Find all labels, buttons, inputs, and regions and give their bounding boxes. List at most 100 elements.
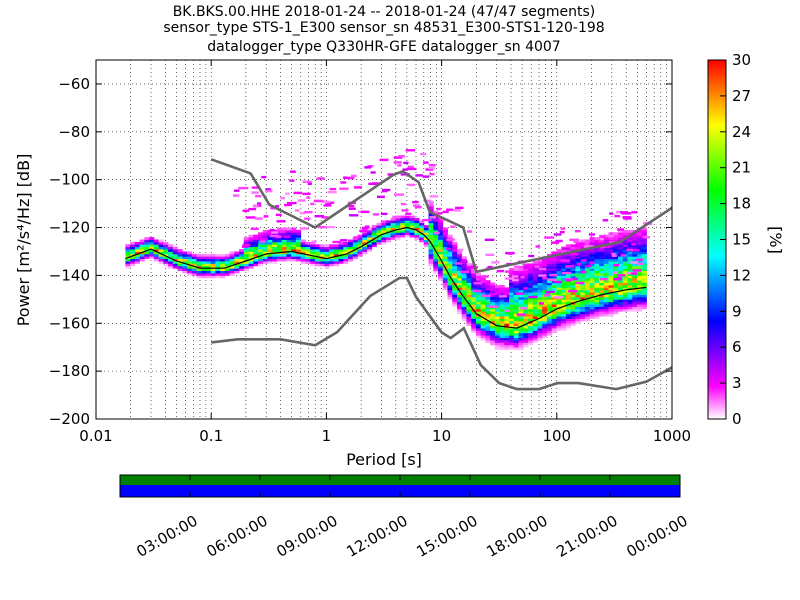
heatmap-cell — [291, 234, 297, 238]
heatmap-cell — [442, 246, 448, 250]
heatmap-cell — [485, 340, 491, 343]
heatmap-cell — [258, 256, 264, 260]
heatmap-cell — [305, 244, 311, 248]
heatmap-cell — [357, 249, 363, 252]
heatmap-cell — [395, 232, 401, 236]
heatmap-cell — [366, 229, 373, 233]
heatmap-cell — [584, 308, 591, 312]
heatmap-cell — [343, 258, 349, 262]
heatmap-cell — [523, 330, 529, 334]
heatmap-cell — [513, 323, 519, 327]
heatmap-cell — [537, 313, 543, 317]
heatmap-cell — [608, 258, 614, 262]
heatmap-cell — [622, 292, 628, 295]
heatmap-cell — [636, 256, 643, 260]
heatmap-cell — [490, 340, 496, 343]
heatmap-cell — [144, 246, 150, 250]
heatmap-cell — [447, 244, 453, 248]
heatmap-cell — [205, 268, 212, 272]
heatmap-cell — [480, 311, 486, 315]
heatmap-cell — [555, 239, 563, 243]
heatmap-cell — [348, 244, 354, 248]
heatmap-cell — [570, 284, 576, 288]
heatmap-cell — [314, 253, 321, 257]
heatmap-cell — [504, 299, 510, 303]
heatmap-cell — [537, 287, 543, 291]
heatmap-cell — [485, 323, 491, 327]
heatmap-cell — [452, 246, 458, 250]
heatmap-cell — [537, 292, 543, 295]
heatmap-cell — [513, 335, 519, 339]
heatmap-cell — [168, 249, 174, 252]
heatmap-cell — [589, 304, 595, 307]
heatmap-cell — [542, 325, 548, 329]
heatmap-cell — [234, 265, 240, 269]
heatmap-cell — [618, 241, 624, 245]
heatmap-cell — [551, 275, 557, 279]
heatmap-cell — [352, 249, 358, 252]
heatmap-cell — [295, 239, 302, 243]
heatmap-cell — [632, 269, 642, 272]
heatmap-cell — [461, 313, 467, 317]
heatmap-cell — [537, 311, 543, 315]
heatmap-cell — [570, 306, 576, 310]
heatmap-cell — [125, 244, 131, 248]
heatmap-cell — [523, 282, 529, 286]
heatmap-cell — [258, 234, 264, 238]
heatmap-cell — [636, 253, 643, 257]
heatmap-cell — [584, 304, 591, 307]
heatmap-cell — [518, 280, 524, 283]
heatmap-cell — [239, 253, 245, 257]
heatmap-cell — [528, 299, 534, 303]
heatmap-cell — [599, 301, 605, 305]
heatmap-cell — [438, 222, 444, 226]
heatmap-cell — [594, 301, 600, 305]
heatmap-cell — [641, 246, 647, 250]
heatmap-cell — [201, 258, 207, 262]
heatmap-cell — [509, 316, 515, 319]
heatmap-cell — [641, 251, 647, 255]
heatmap-cell — [267, 251, 273, 255]
y-tick-label: −80 — [58, 123, 90, 141]
heatmap-cell — [537, 335, 543, 339]
heatmap-cell — [599, 313, 605, 317]
heatmap-cell — [542, 318, 548, 322]
heatmap-cell — [485, 301, 491, 305]
heatmap-cell — [556, 270, 562, 274]
heatmap-cell — [370, 171, 376, 174]
heatmap-cell — [532, 335, 538, 339]
heatmap-cell — [599, 246, 606, 249]
heatmap-cell — [612, 254, 617, 257]
heatmap-cell — [343, 256, 349, 260]
heatmap-cell — [618, 301, 624, 305]
heatmap-cell — [532, 301, 538, 305]
heatmap-cell — [542, 265, 548, 269]
heatmap-cell — [442, 277, 448, 281]
heatmap-cell — [584, 311, 591, 315]
heatmap-cell — [153, 244, 159, 248]
heatmap-cell — [423, 161, 429, 164]
y-axis-label: Power [m²/s⁴/Hz] [dB] — [14, 154, 33, 327]
heatmap-cell — [276, 249, 283, 252]
heatmap-cell — [324, 256, 330, 260]
heatmap-cell — [272, 249, 278, 252]
heatmap-cell — [537, 265, 543, 269]
heatmap-cell — [565, 275, 572, 279]
heatmap-cell — [513, 337, 519, 341]
heatmap-cell — [329, 261, 335, 264]
heatmap-cell — [613, 268, 619, 272]
heatmap-cell — [575, 261, 581, 264]
heatmap-cell — [329, 246, 335, 250]
heatmap-cell — [248, 263, 254, 267]
heatmap-cell — [475, 316, 482, 319]
heatmap-cell — [466, 265, 472, 269]
heatmap-cell — [475, 318, 482, 322]
heatmap-cell — [556, 256, 562, 260]
heatmap-cell — [570, 280, 576, 283]
heatmap-cell — [599, 282, 605, 286]
heatmap-cell — [428, 251, 434, 255]
heatmap-cell — [532, 328, 538, 331]
heatmap-cell — [319, 251, 325, 255]
heatmap-cell — [469, 266, 478, 269]
heatmap-cell — [580, 261, 586, 264]
